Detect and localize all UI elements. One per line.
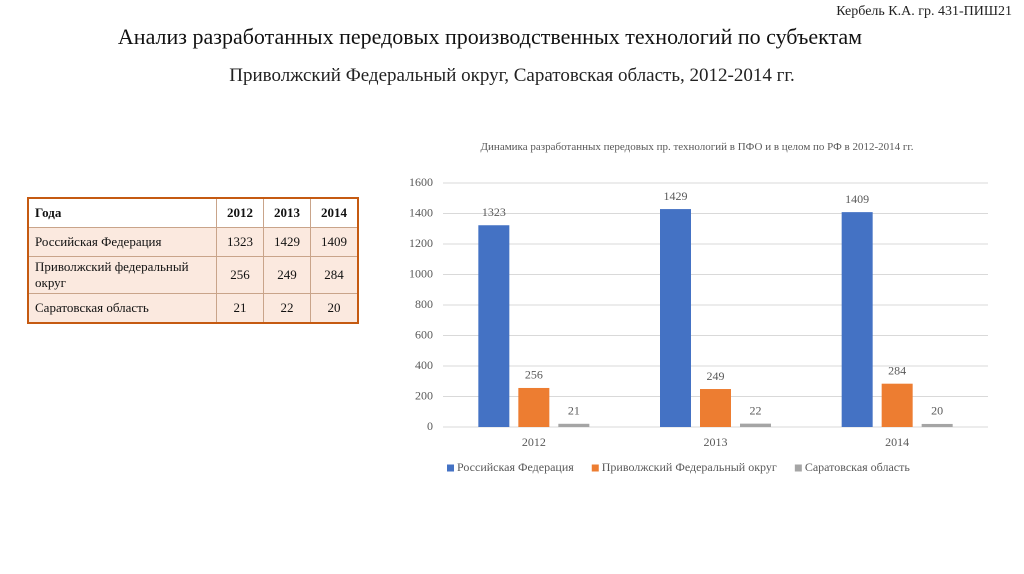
table-cell: 22 (263, 293, 311, 324)
table-cell: 2014 (310, 197, 359, 228)
data-label: 21 (568, 404, 580, 418)
table-row: Российская Федерация 1323 1429 1409 (27, 227, 359, 257)
y-tick-label: 800 (415, 297, 433, 311)
y-tick-label: 1400 (409, 205, 433, 219)
table-cell: 284 (310, 256, 359, 294)
table-row: Года 2012 2013 2014 (27, 197, 359, 228)
table-cell: Саратовская область (27, 293, 217, 324)
legend-label: Саратовская область (805, 460, 911, 474)
data-label: 1429 (664, 189, 688, 203)
y-tick-label: 1600 (409, 175, 433, 189)
chart-title: Динамика разработанных передовых пр. тех… (480, 141, 914, 153)
data-table: Года 2012 2013 2014 Российская Федерация 1323… (27, 197, 359, 324)
slide-title: Анализ разработанных передовых производс… (117, 24, 863, 49)
bar (740, 423, 771, 427)
bar (881, 383, 913, 427)
bar (921, 423, 953, 427)
data-label: 249 (707, 369, 725, 383)
x-tick-label: 2014 (885, 435, 909, 449)
data-label: 1323 (482, 205, 506, 219)
table-cell: Российская Федерация (27, 227, 217, 257)
table-cell: 1409 (310, 227, 359, 257)
table-cell: 21 (216, 293, 264, 324)
table-row: Приволжский федеральный округ 256 249 284 (27, 256, 359, 294)
table-row: Саратовская область 21 22 20 (27, 293, 359, 324)
y-tick-label: 1200 (409, 236, 433, 250)
bar (660, 209, 691, 427)
bar (478, 225, 510, 427)
x-tick-label: 2012 (522, 435, 546, 449)
table-cell: 2012 (216, 197, 264, 228)
data-label: 284 (888, 363, 906, 377)
y-tick-label: 1000 (409, 266, 433, 280)
y-tick-label: 600 (415, 327, 433, 341)
table-cell: 20 (310, 293, 359, 324)
legend-swatch (447, 464, 454, 472)
legend-swatch (794, 464, 802, 472)
table-cell: 249 (263, 256, 311, 294)
data-label: 20 (931, 404, 943, 418)
table-cell: 1323 (216, 227, 264, 257)
x-tick-label: 2013 (704, 435, 728, 449)
table-cell: Приволжский федеральный округ (27, 256, 217, 294)
table-cell: 2013 (263, 197, 311, 228)
bar (700, 389, 731, 427)
author: Кербель К.А. гр. 431-ПИШ21 (836, 4, 1012, 19)
y-tick-label: 0 (427, 419, 433, 433)
bar (518, 387, 550, 427)
bar (841, 212, 873, 427)
table-cell: 256 (216, 256, 264, 294)
y-tick-label: 200 (415, 388, 433, 402)
bar (558, 423, 590, 427)
legend-swatch (591, 464, 599, 472)
data-label: 256 (525, 368, 543, 382)
data-label: 22 (750, 403, 762, 417)
y-tick-label: 400 (415, 358, 433, 372)
legend-label: Приволжский Федеральный округ (602, 460, 777, 474)
table-cell: 1429 (263, 227, 311, 257)
legend-label: Российская Федерация (457, 460, 574, 474)
data-label: 1409 (845, 192, 869, 206)
slide-subtitle: Приволжский Федеральный округ, Саратовск… (229, 65, 795, 86)
table-cell: Года (27, 197, 217, 228)
